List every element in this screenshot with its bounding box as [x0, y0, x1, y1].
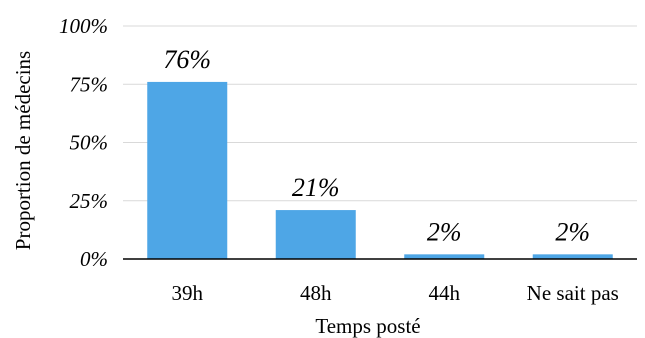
bar [404, 254, 485, 259]
data-label: 21% [292, 173, 340, 202]
y-tick-label: 25% [70, 189, 109, 213]
y-tick-label: 50% [70, 131, 109, 155]
x-tick-labels: 39h 48h 44h Ne sait pas [172, 281, 619, 305]
x-axis-title: Temps posté [315, 314, 420, 338]
y-tick-label: 75% [70, 72, 109, 96]
y-tick-label: 100% [59, 14, 108, 38]
y-tick-labels: 0% 25% 50% 75% 100% [59, 14, 108, 271]
data-label: 2% [427, 217, 462, 246]
x-tick-label: 48h [300, 281, 332, 305]
data-label: 2% [555, 217, 590, 246]
bar [147, 81, 228, 259]
x-tick-label: 39h [172, 281, 204, 305]
y-tick-label: 0% [80, 247, 108, 271]
y-axis-title: Proportion de médecins [11, 51, 35, 250]
data-labels: 76% 21% 2% 2% [163, 45, 590, 246]
bars [147, 81, 613, 259]
bar [532, 254, 613, 259]
x-tick-label: 44h [429, 281, 461, 305]
bar [275, 210, 356, 259]
data-label: 76% [163, 45, 211, 74]
x-tick-label: Ne sait pas [527, 281, 619, 305]
